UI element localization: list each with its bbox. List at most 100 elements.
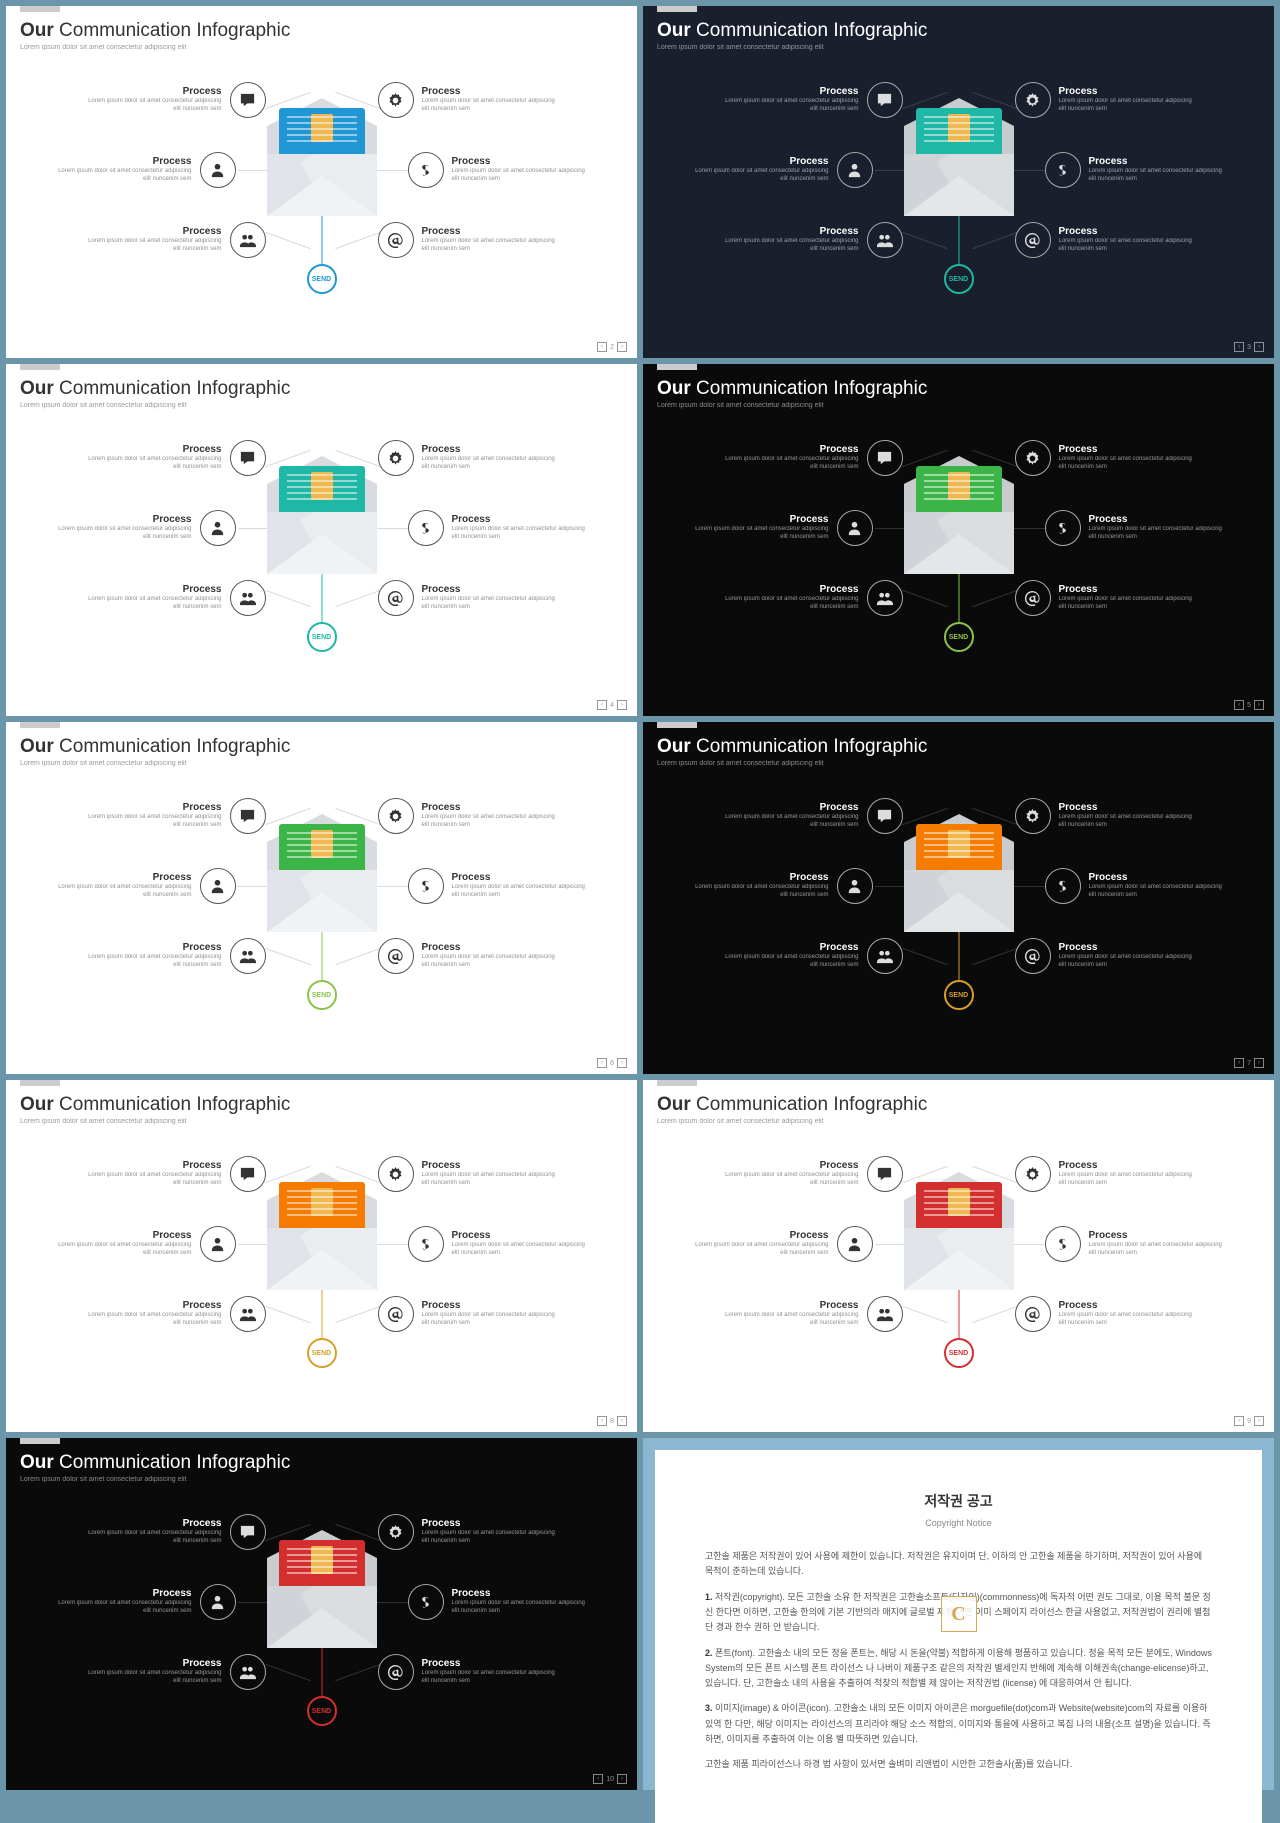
node-desc: Lorem ipsum dolor sit amet consectetur a… [452, 1600, 586, 1616]
next-button[interactable]: › [1254, 1416, 1264, 1426]
node-desc: Lorem ipsum dolor sit amet consectetur a… [725, 456, 859, 472]
process-node: ProcessLorem ipsum dolor sit amet consec… [378, 798, 556, 834]
slide-subtitle: Lorem ipsum dolor sit amet consectetur a… [20, 402, 290, 409]
pager: ‹ 9 › [1234, 1416, 1264, 1426]
node-text: ProcessLorem ipsum dolor sit amet consec… [725, 1300, 859, 1328]
node-text: ProcessLorem ipsum dolor sit amet consec… [452, 1230, 586, 1258]
group-icon [867, 1296, 903, 1332]
prev-button[interactable]: ‹ [597, 700, 607, 710]
dollar-icon [408, 1226, 444, 1262]
process-node: ProcessLorem ipsum dolor sit amet consec… [378, 1654, 556, 1690]
node-text: ProcessLorem ipsum dolor sit amet consec… [452, 156, 586, 184]
send-button[interactable]: SEND [307, 264, 337, 294]
prev-button[interactable]: ‹ [1234, 700, 1244, 710]
dollar-icon [408, 510, 444, 546]
node-title: Process [88, 942, 222, 953]
next-button[interactable]: › [617, 700, 627, 710]
prev-button[interactable]: ‹ [1234, 1416, 1244, 1426]
group-icon [867, 222, 903, 258]
node-title: Process [422, 802, 556, 813]
node-desc: Lorem ipsum dolor sit amet consectetur a… [1089, 1242, 1223, 1258]
node-text: ProcessLorem ipsum dolor sit amet consec… [725, 444, 859, 472]
node-desc: Lorem ipsum dolor sit amet consectetur a… [452, 168, 586, 184]
dollar-icon [408, 152, 444, 188]
process-node: ProcessLorem ipsum dolor sit amet consec… [1045, 1226, 1223, 1262]
gear-icon [1015, 82, 1051, 118]
next-button[interactable]: › [1254, 700, 1264, 710]
next-button[interactable]: › [1254, 1058, 1264, 1068]
process-node: ProcessLorem ipsum dolor sit amet consec… [408, 1584, 586, 1620]
send-button[interactable]: SEND [307, 1338, 337, 1368]
envelope-icon [904, 126, 1014, 216]
process-node: ProcessLorem ipsum dolor sit amet consec… [378, 938, 556, 974]
node-title: Process [725, 1160, 859, 1171]
next-button[interactable]: › [617, 1774, 627, 1784]
node-desc: Lorem ipsum dolor sit amet consectetur a… [88, 1670, 222, 1686]
slide-header: Our Communication Infographic Lorem ipsu… [20, 736, 290, 767]
page-number: 2 [610, 344, 614, 351]
node-text: ProcessLorem ipsum dolor sit amet consec… [1059, 802, 1193, 830]
prev-button[interactable]: ‹ [597, 342, 607, 352]
pager: ‹ 10 › [593, 1774, 627, 1784]
diagram: SEND ProcessLorem ipsum dolor sit amet c… [689, 1138, 1229, 1418]
prev-button[interactable]: ‹ [1234, 1058, 1244, 1068]
node-desc: Lorem ipsum dolor sit amet consectetur a… [88, 1172, 222, 1188]
node-text: ProcessLorem ipsum dolor sit amet consec… [422, 802, 556, 830]
process-node: ProcessLorem ipsum dolor sit amet consec… [695, 152, 873, 188]
next-button[interactable]: › [617, 1058, 627, 1068]
send-connector [958, 1290, 959, 1338]
slide-tab [20, 364, 60, 370]
send-connector [321, 574, 322, 622]
at-icon [1015, 1296, 1051, 1332]
node-desc: Lorem ipsum dolor sit amet consectetur a… [1059, 814, 1193, 830]
send-button[interactable]: SEND [307, 980, 337, 1010]
copyright-notice: 저작권 공고 Copyright Notice 고한솔 제품은 저작권이 있어 … [655, 1450, 1262, 1823]
slide-header: Our Communication Infographic Lorem ipsu… [20, 378, 290, 409]
node-title: Process [422, 942, 556, 953]
node-desc: Lorem ipsum dolor sit amet consectetur a… [452, 884, 586, 900]
connector [335, 948, 380, 965]
node-desc: Lorem ipsum dolor sit amet consectetur a… [88, 1312, 222, 1328]
connector [972, 232, 1017, 249]
node-text: ProcessLorem ipsum dolor sit amet consec… [695, 1230, 829, 1258]
at-icon [378, 938, 414, 974]
node-desc: Lorem ipsum dolor sit amet consectetur a… [695, 526, 829, 542]
prev-button[interactable]: ‹ [593, 1774, 603, 1784]
process-node: ProcessLorem ipsum dolor sit amet consec… [1045, 868, 1223, 904]
node-title: Process [88, 1160, 222, 1171]
at-icon [378, 580, 414, 616]
node-title: Process [422, 1518, 556, 1529]
send-button[interactable]: SEND [307, 622, 337, 652]
prev-button[interactable]: ‹ [597, 1058, 607, 1068]
prev-button[interactable]: ‹ [1234, 342, 1244, 352]
process-node: ProcessLorem ipsum dolor sit amet consec… [378, 1296, 556, 1332]
node-desc: Lorem ipsum dolor sit amet consectetur a… [1059, 238, 1193, 254]
process-node: ProcessLorem ipsum dolor sit amet consec… [378, 580, 556, 616]
at-icon [1015, 938, 1051, 974]
next-button[interactable]: › [1254, 342, 1264, 352]
next-button[interactable]: › [617, 1416, 627, 1426]
node-text: ProcessLorem ipsum dolor sit amet consec… [422, 444, 556, 472]
send-button[interactable]: SEND [944, 980, 974, 1010]
slide-header: Our Communication Infographic Lorem ipsu… [20, 1094, 290, 1125]
node-text: ProcessLorem ipsum dolor sit amet consec… [88, 1300, 222, 1328]
envelope-icon [267, 1200, 377, 1290]
prev-button[interactable]: ‹ [597, 1416, 607, 1426]
process-node: ProcessLorem ipsum dolor sit amet consec… [1015, 938, 1193, 974]
node-desc: Lorem ipsum dolor sit amet consectetur a… [725, 954, 859, 970]
node-title: Process [422, 1160, 556, 1171]
send-connector [958, 216, 959, 264]
node-text: ProcessLorem ipsum dolor sit amet consec… [422, 1658, 556, 1686]
send-button[interactable]: SEND [307, 1696, 337, 1726]
node-desc: Lorem ipsum dolor sit amet consectetur a… [725, 238, 859, 254]
process-node: ProcessLorem ipsum dolor sit amet consec… [1015, 82, 1193, 118]
pager: ‹ 3 › [1234, 342, 1264, 352]
process-node: ProcessLorem ipsum dolor sit amet consec… [725, 1156, 903, 1192]
send-button[interactable]: SEND [944, 622, 974, 652]
send-button[interactable]: SEND [944, 1338, 974, 1368]
process-node: ProcessLorem ipsum dolor sit amet consec… [58, 510, 236, 546]
send-button[interactable]: SEND [944, 264, 974, 294]
next-button[interactable]: › [617, 342, 627, 352]
node-text: ProcessLorem ipsum dolor sit amet consec… [695, 156, 829, 184]
node-desc: Lorem ipsum dolor sit amet consectetur a… [58, 884, 192, 900]
